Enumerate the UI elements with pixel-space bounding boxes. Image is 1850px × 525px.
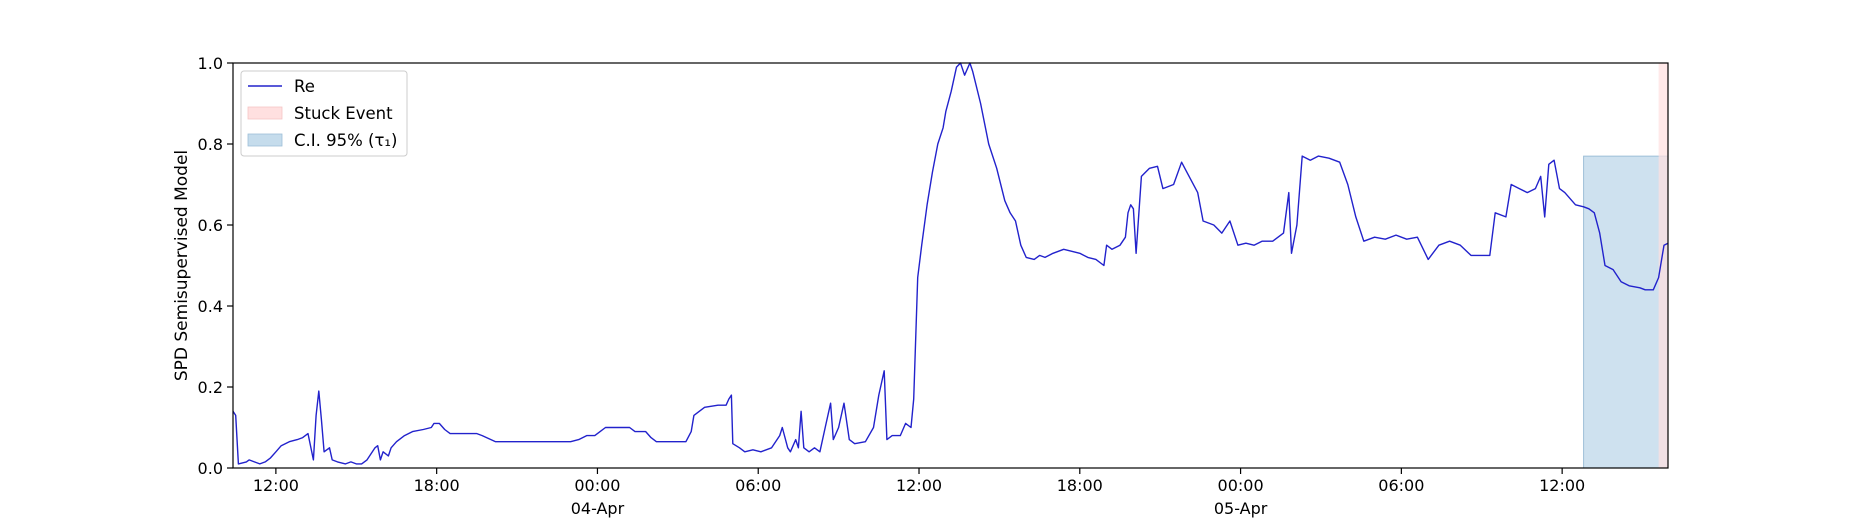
y-tick-label: 0.4 bbox=[198, 297, 223, 316]
plot-frame bbox=[232, 62, 1669, 469]
shaded-regions bbox=[1583, 63, 1669, 469]
legend-label: Re bbox=[294, 77, 315, 96]
legend-label: C.I. 95% (τ₁) bbox=[294, 131, 397, 150]
legend-box bbox=[240, 70, 408, 157]
shaded-region-stuck-event bbox=[1658, 63, 1668, 468]
y-tick-label: 1.0 bbox=[198, 54, 223, 73]
series-line-re bbox=[232, 62, 1669, 465]
legend-label: Stuck Event bbox=[294, 104, 393, 123]
shaded-region-confidence-interval bbox=[1583, 155, 1669, 469]
x-tick-label: 12:00 bbox=[253, 476, 299, 495]
y-tick-label: 0.0 bbox=[198, 459, 223, 478]
y-axis: 0.0 0.2 0.4 0.6 0.8 1.0 bbox=[198, 54, 233, 478]
legend-entry-stuck-event: Stuck Event bbox=[247, 104, 393, 123]
x-tick-label: 18:00 bbox=[414, 476, 460, 495]
legend-entry-re: Re bbox=[248, 77, 315, 96]
y-tick-label: 0.8 bbox=[198, 135, 223, 154]
x-tick-label: 18:00 bbox=[1057, 476, 1103, 495]
y-axis-label: SPD Semisupervised Model bbox=[172, 150, 192, 381]
x-tick-label: 06:00 bbox=[735, 476, 781, 495]
x-tick-label: 12:00 bbox=[896, 476, 942, 495]
x-tick-label: 00:00 05-Apr bbox=[1214, 476, 1268, 518]
y-tick-label: 0.6 bbox=[198, 216, 223, 235]
y-tick-label: 0.2 bbox=[198, 378, 223, 397]
x-tick-label: 12:00 bbox=[1539, 476, 1585, 495]
x-tick-label: 06:00 bbox=[1378, 476, 1424, 495]
legend-entry-confidence-interval: C.I. 95% (τ₁) bbox=[247, 131, 397, 150]
legend-swatch-patch bbox=[247, 106, 283, 120]
legend: Re Stuck Event C.I. 95% (τ₁) bbox=[240, 70, 408, 157]
series-layer bbox=[232, 62, 1669, 465]
legend-swatch-patch bbox=[247, 133, 283, 147]
